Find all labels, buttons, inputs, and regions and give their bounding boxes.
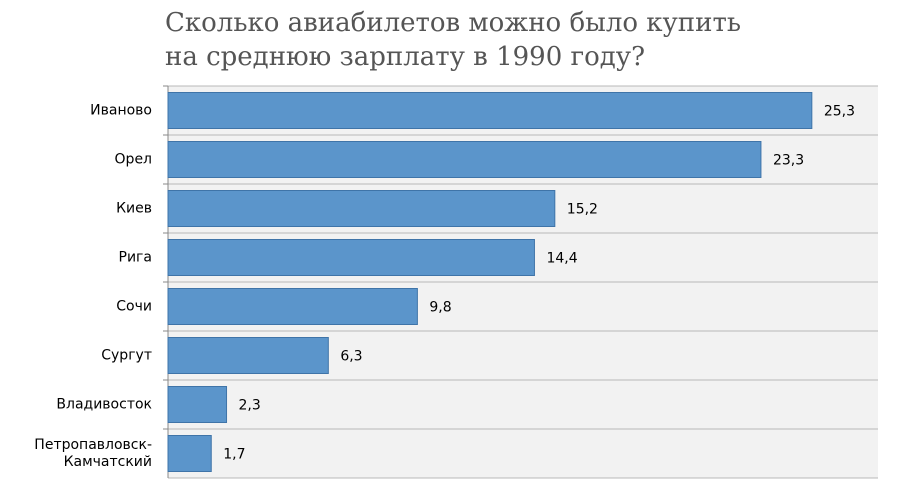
y-tick-label: Сургут bbox=[101, 347, 152, 363]
bar bbox=[167, 337, 329, 374]
chart-title: Сколько авиабилетов можно было купить на… bbox=[165, 8, 741, 72]
data-label: 15,2 bbox=[567, 202, 598, 218]
bar bbox=[167, 92, 813, 129]
bar bbox=[167, 288, 418, 325]
data-label: 9,8 bbox=[429, 300, 451, 316]
data-label: 6,3 bbox=[340, 349, 362, 365]
bar bbox=[167, 141, 762, 178]
y-tick-label: Владивосток bbox=[56, 396, 152, 412]
y-tick-label: Иваново bbox=[90, 102, 152, 118]
bar bbox=[167, 435, 212, 472]
y-tick-label: Орел bbox=[114, 151, 152, 167]
y-tick-label: Сочи bbox=[116, 298, 152, 314]
data-label: 14,4 bbox=[546, 251, 577, 267]
y-tick-label: Киев bbox=[116, 200, 152, 216]
data-label: 1,7 bbox=[223, 447, 245, 463]
bar bbox=[167, 190, 556, 227]
bar bbox=[167, 239, 535, 276]
data-label: 23,3 bbox=[773, 153, 804, 169]
y-tick-label: Петропавловск- Камчатский bbox=[34, 436, 152, 470]
data-label: 2,3 bbox=[239, 398, 261, 414]
data-label: 25,3 bbox=[824, 104, 855, 120]
y-tick-label: Рига bbox=[118, 249, 152, 265]
bar bbox=[167, 386, 228, 423]
